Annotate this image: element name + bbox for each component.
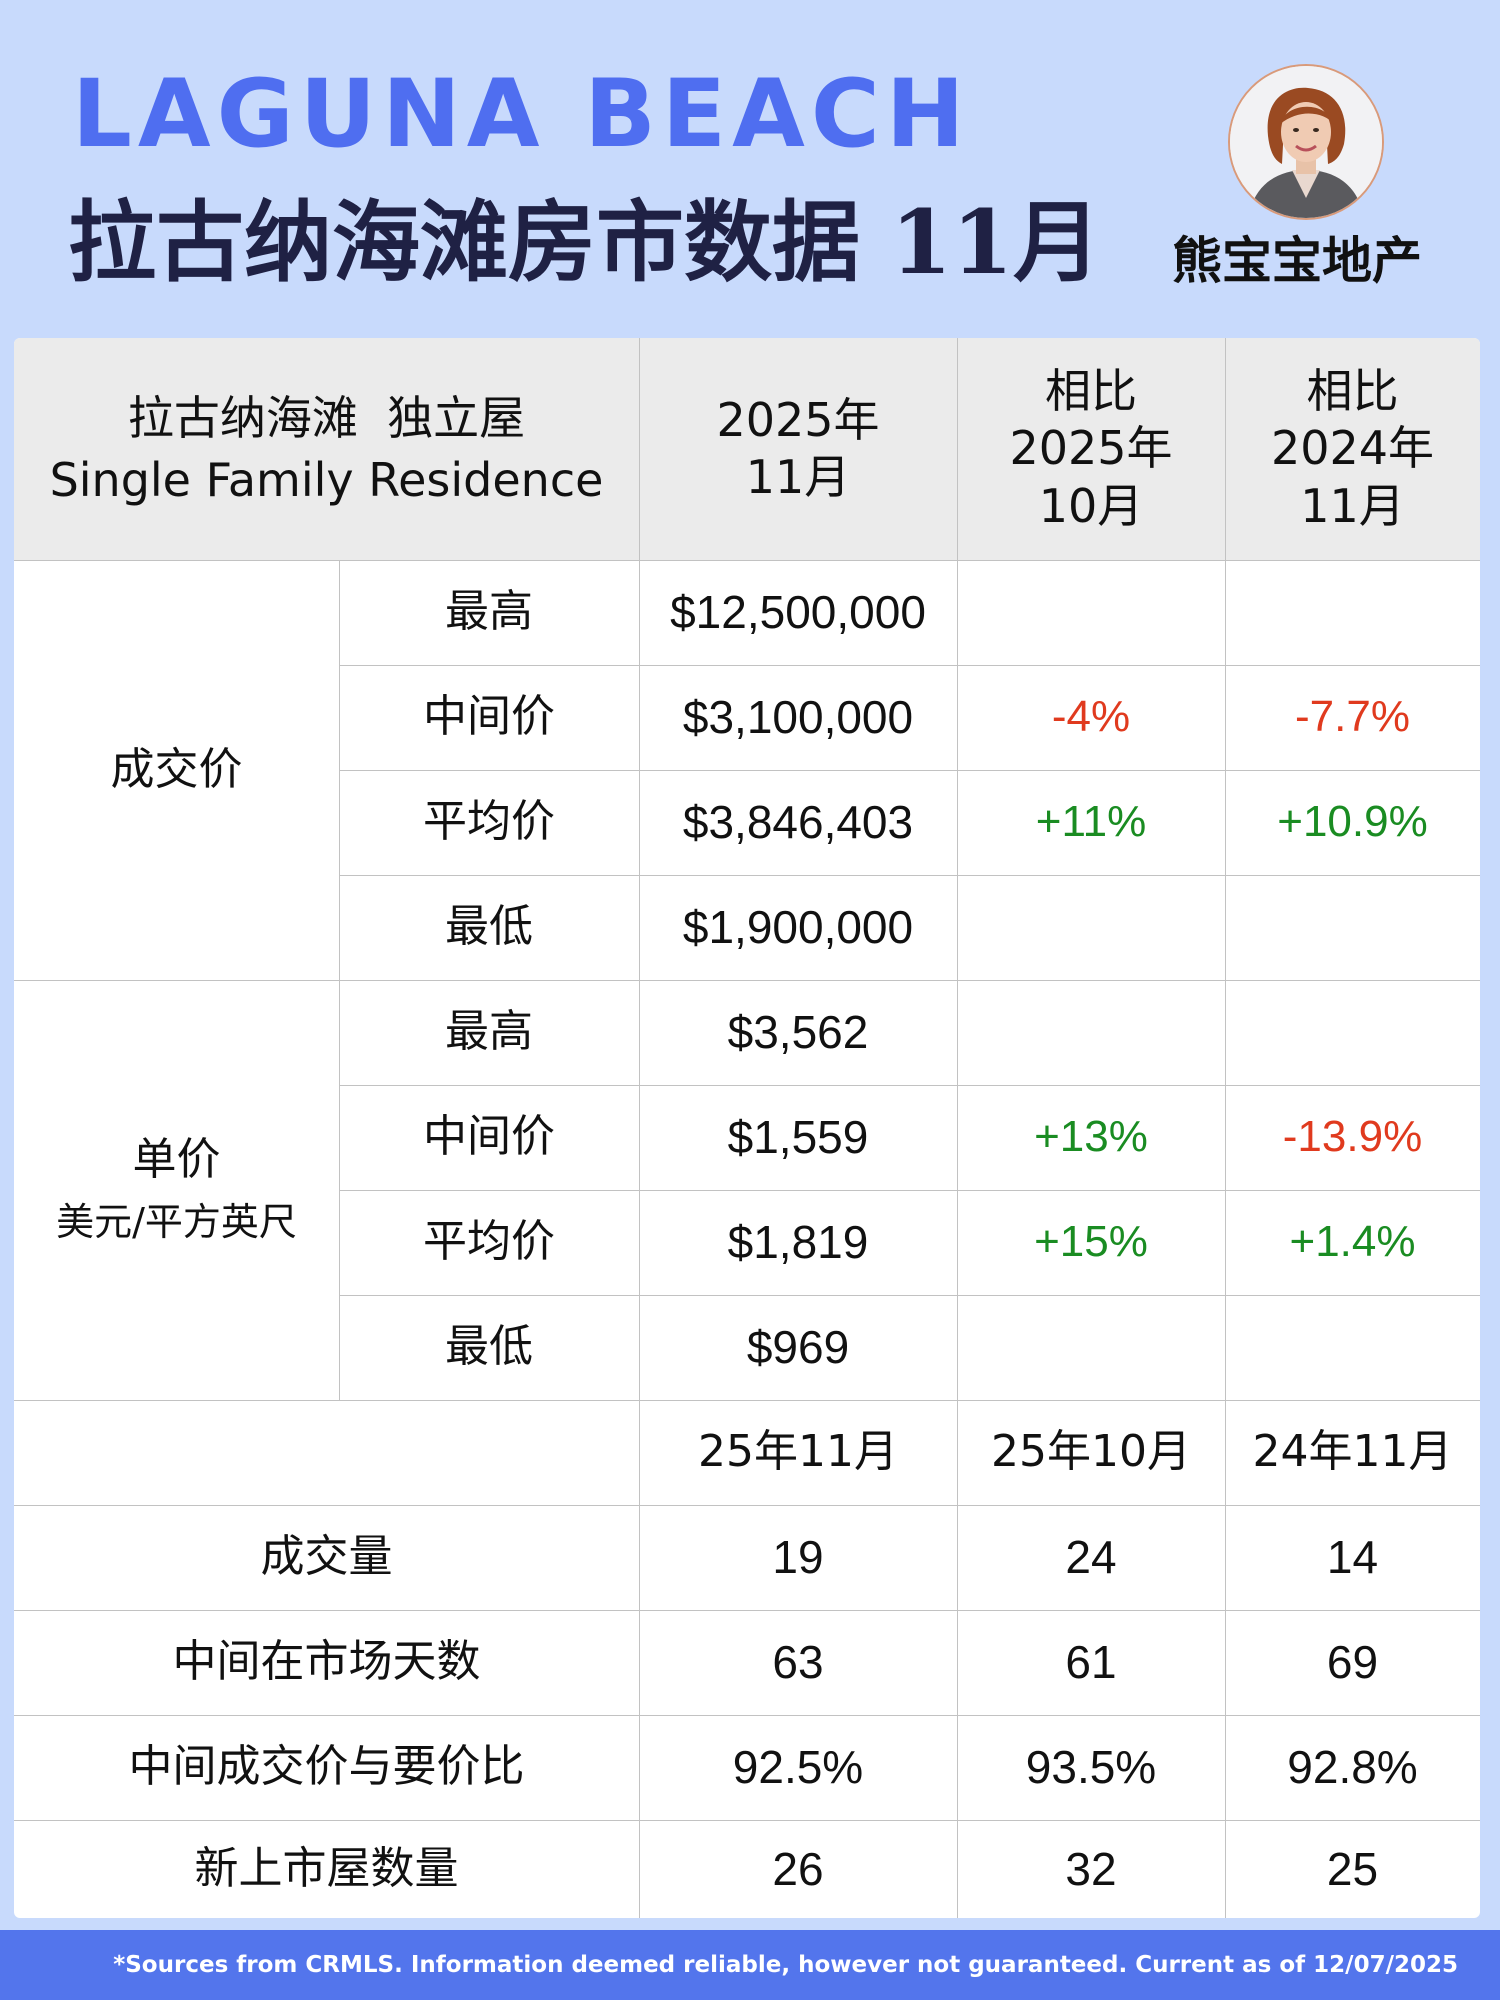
group-unit: 美元/平方英尺: [56, 1200, 297, 1245]
period-header: 25年11月: [698, 1426, 898, 1478]
row-label: 平均价: [423, 1216, 555, 1268]
change-vs-last-year: [1225, 875, 1480, 980]
stat-value: 14: [1326, 1531, 1379, 1584]
stat-value: 63: [772, 1636, 824, 1689]
price-group-label: 成交价: [14, 560, 339, 980]
stat-label-days-on-market: 中间在市场天数: [172, 1636, 481, 1688]
change-vs-last-month: +11%: [1035, 797, 1147, 847]
change-vs-last-month: [957, 560, 1225, 665]
unit-price-group-label: 单价 美元/平方英尺: [14, 980, 339, 1400]
header-compare: 相比: [1045, 363, 1137, 418]
period-header: 24年11月: [1252, 1426, 1453, 1478]
header-compare: 相比: [1306, 363, 1399, 418]
header-vs-last-month: 相比 2025年 10月: [957, 338, 1225, 560]
stat-value: 19: [772, 1531, 824, 1584]
price-value: $3,846,403: [682, 796, 914, 849]
stat-value: 92.8%: [1287, 1741, 1418, 1794]
header-category: 拉古纳海滩 独立屋 Single Family Residence: [14, 338, 639, 560]
stat-value: 61: [1065, 1636, 1117, 1689]
price-value: $12,500,000: [670, 586, 926, 639]
market-data-table: 拉古纳海滩 独立屋 Single Family Residence 2025年 …: [14, 338, 1480, 1918]
header-month: 11月: [1300, 478, 1405, 533]
change-vs-last-month: [957, 1295, 1225, 1400]
row-label: 最高: [445, 586, 533, 638]
change-vs-last-year: +10.9%: [1277, 797, 1428, 847]
change-vs-last-year: [1225, 1295, 1480, 1400]
brand-name: 熊宝宝地产: [1172, 231, 1422, 290]
header-month: 10月: [1038, 478, 1144, 533]
header-category-zh: 拉古纳海滩 独立屋: [127, 390, 526, 445]
unit-price-value: $3,562: [727, 1006, 869, 1059]
change-vs-last-year: [1225, 560, 1480, 665]
price-value: $3,100,000: [682, 691, 914, 744]
header-year: 2025年: [1009, 421, 1173, 476]
unit-price-value: $1,819: [727, 1216, 869, 1269]
period-header: 25年10月: [991, 1426, 1191, 1478]
change-vs-last-year: -13.9%: [1282, 1112, 1423, 1162]
agent-avatar: [1228, 64, 1384, 220]
row-label: 中间价: [423, 1111, 555, 1163]
stat-value: 93.5%: [1025, 1741, 1157, 1794]
stat-value: 92.5%: [732, 1741, 864, 1794]
group-title: 单价: [132, 1133, 221, 1185]
price-value: $1,900,000: [682, 901, 914, 954]
change-vs-last-month: -4%: [1051, 692, 1131, 742]
source-footnote: *Sources from CRMLS. Information deemed …: [0, 1930, 1500, 2000]
stat-value: 32: [1065, 1842, 1117, 1895]
row-label: 平均价: [423, 796, 555, 848]
header-year: 2024年: [1270, 421, 1435, 476]
portrait-icon: [1230, 66, 1382, 218]
unit-price-value: $969: [746, 1321, 850, 1374]
title-english: LAGUNA BEACH: [72, 60, 971, 169]
header-year: 2025年: [716, 392, 880, 447]
stat-label-sales-volume: 成交量: [260, 1531, 393, 1583]
stat-label-sale-to-list-ratio: 中间成交价与要价比: [128, 1741, 525, 1793]
unit-price-value: $1,559: [727, 1111, 869, 1164]
stat-value: 69: [1326, 1636, 1379, 1689]
header-current-month: 2025年 11月: [639, 338, 957, 560]
row-label: 最低: [445, 901, 533, 953]
row-label: 最低: [445, 1321, 533, 1373]
group-title: 成交价: [110, 743, 243, 795]
change-vs-last-year: -7.7%: [1295, 692, 1410, 742]
stat-label-new-listings: 新上市屋数量: [194, 1842, 459, 1894]
change-vs-last-year: [1225, 980, 1480, 1085]
header-month: 11月: [745, 450, 851, 504]
row-label: 中间价: [423, 691, 555, 743]
change-vs-last-year: +1.4%: [1289, 1217, 1416, 1267]
header-category-en: Single Family Residence: [49, 453, 604, 507]
change-vs-last-month: [957, 875, 1225, 980]
stat-value: 25: [1326, 1842, 1379, 1895]
change-vs-last-month: +15%: [1034, 1217, 1148, 1267]
stat-value: 26: [772, 1842, 824, 1895]
change-vs-last-month: +13%: [1034, 1112, 1148, 1162]
stat-value: 24: [1065, 1531, 1117, 1584]
footnote-text: *Sources from CRMLS. Information deemed …: [113, 1952, 1458, 1978]
row-label: 最高: [445, 1006, 533, 1058]
header-vs-last-year: 相比 2024年 11月: [1225, 338, 1480, 560]
change-vs-last-month: [957, 980, 1225, 1085]
title-chinese: 拉古纳海滩房市数据 11月: [68, 190, 1102, 294]
